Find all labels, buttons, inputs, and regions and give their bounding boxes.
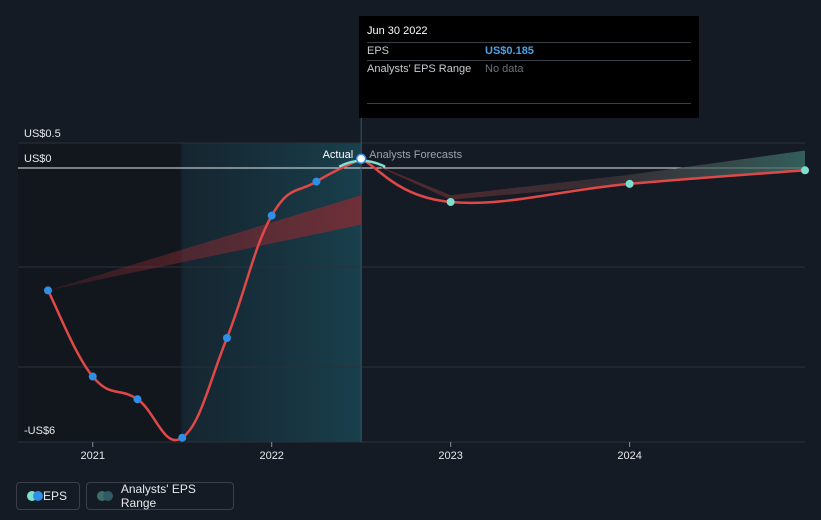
gridlines <box>18 142 805 443</box>
past-shade <box>18 143 180 442</box>
actual-eps-point[interactable] <box>88 372 97 381</box>
actual-eps-line <box>46 157 362 442</box>
y-axis-labels: US$0.5 US$0 -US$6 <box>24 128 61 437</box>
range-legend-icon <box>97 491 113 501</box>
actual-eps-point[interactable] <box>355 153 367 164</box>
x-tick-label: 2023 <box>438 450 462 462</box>
forecast-eps-range-band <box>361 150 805 200</box>
forecast-eps-line <box>360 157 806 205</box>
eps-legend-icon <box>27 491 43 501</box>
tooltip-eps-label: EPS <box>367 45 390 57</box>
legend-eps-label: EPS <box>42 489 67 503</box>
forecast-section-label: Analysts Forecasts <box>369 149 462 161</box>
x-tick-label: 2021 <box>80 450 104 462</box>
actual-section-label: Actual <box>323 149 354 161</box>
actual-eps-point[interactable] <box>133 395 142 404</box>
forecast-eps-point[interactable] <box>446 198 455 206</box>
past-eps-range-band <box>48 195 362 291</box>
tooltip-range-label: Analysts' EPS Range <box>367 63 472 75</box>
legend-eps[interactable]: EPS <box>16 482 80 510</box>
y-axis-label: US$0.5 <box>24 128 61 140</box>
legend-range-label: Analysts' EPS Range <box>120 482 196 510</box>
data-tooltip: Jun 30 2022 EPS US$0.185 Analysts' EPS R… <box>359 16 699 118</box>
tooltip-date: Jun 30 2022 <box>367 16 691 43</box>
actual-eps-point[interactable] <box>267 211 276 220</box>
forecast-eps-points <box>446 166 809 206</box>
tooltip-eps-value: US$0.185 <box>485 45 534 57</box>
actual-eps-point[interactable] <box>312 177 321 186</box>
actual-eps-point[interactable] <box>178 433 187 442</box>
tooltip-eps-row: EPS US$0.185 <box>367 43 691 61</box>
actual-eps-point[interactable] <box>44 286 52 295</box>
tooltip-range-row: Analysts' EPS Range No data <box>367 61 691 104</box>
x-axis-ticks: 2021 2022 2023 2024 <box>80 442 642 462</box>
y-axis-label: US$0 <box>24 153 52 165</box>
x-tick-label: 2024 <box>617 450 641 462</box>
legend-analysts-range[interactable]: Analysts' EPS Range <box>86 482 234 510</box>
actual-eps-point[interactable] <box>222 334 231 342</box>
selected-period-highlight <box>182 143 362 442</box>
forecast-eps-point[interactable] <box>801 166 809 175</box>
tooltip-range-value: No data <box>485 63 524 75</box>
x-tick-label: 2022 <box>259 450 283 462</box>
y-axis-label: -US$6 <box>24 425 55 437</box>
actual-eps-points <box>44 153 367 442</box>
forecast-eps-point[interactable] <box>625 179 634 188</box>
